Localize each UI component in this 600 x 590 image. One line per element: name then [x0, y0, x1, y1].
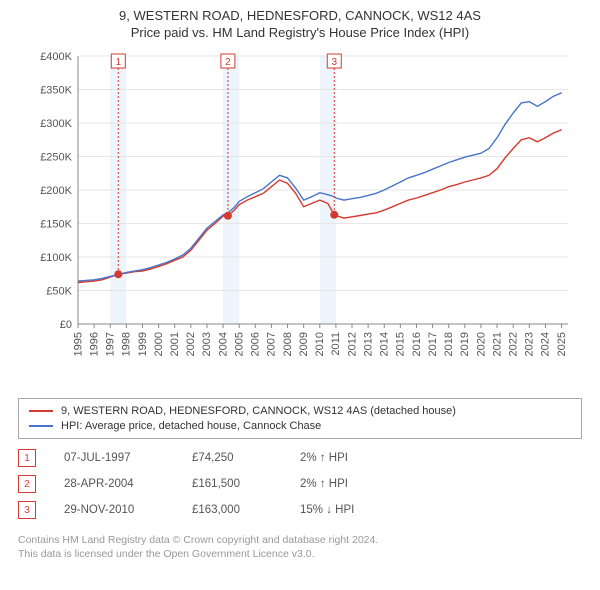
- svg-text:2020: 2020: [475, 332, 487, 356]
- legend-item-property: 9, WESTERN ROAD, HEDNESFORD, CANNOCK, WS…: [29, 405, 571, 417]
- svg-text:2002: 2002: [185, 332, 197, 356]
- legend-label-property: 9, WESTERN ROAD, HEDNESFORD, CANNOCK, WS…: [61, 405, 456, 417]
- svg-text:3: 3: [332, 57, 338, 68]
- sale-delta: 15% ↓ HPI: [300, 504, 400, 516]
- svg-text:2022: 2022: [507, 332, 519, 356]
- sale-date: 29-NOV-2010: [64, 504, 164, 516]
- svg-text:2006: 2006: [250, 332, 262, 356]
- svg-text:2025: 2025: [556, 332, 568, 356]
- sale-date: 07-JUL-1997: [64, 452, 164, 464]
- sale-delta: 2% ↑ HPI: [300, 478, 400, 490]
- sale-marker-icon: 1: [18, 449, 36, 467]
- svg-text:2003: 2003: [201, 332, 213, 356]
- page-title: 9, WESTERN ROAD, HEDNESFORD, CANNOCK, WS…: [0, 8, 600, 23]
- legend-item-hpi: HPI: Average price, detached house, Cann…: [29, 420, 571, 432]
- sale-row: 3 29-NOV-2010 £163,000 15% ↓ HPI: [18, 497, 582, 523]
- svg-text:2001: 2001: [169, 332, 181, 356]
- svg-text:2: 2: [225, 57, 231, 68]
- svg-text:2007: 2007: [266, 332, 278, 356]
- svg-text:£300K: £300K: [40, 118, 72, 130]
- svg-text:2010: 2010: [314, 332, 326, 356]
- svg-text:2018: 2018: [443, 332, 455, 356]
- price-chart: £0 £50K £100K £150K £200K £250K £300K £350K £400…: [22, 46, 578, 386]
- svg-text:2014: 2014: [379, 332, 391, 356]
- page-subtitle: Price paid vs. HM Land Registry's House …: [0, 25, 600, 40]
- svg-text:2011: 2011: [330, 332, 342, 356]
- svg-text:2008: 2008: [282, 332, 294, 356]
- svg-text:1998: 1998: [121, 332, 133, 356]
- sale-date: 28-APR-2004: [64, 478, 164, 490]
- sale-row: 1 07-JUL-1997 £74,250 2% ↑ HPI: [18, 445, 582, 471]
- svg-text:2012: 2012: [346, 332, 358, 356]
- svg-text:£150K: £150K: [40, 219, 72, 231]
- sale-row: 2 28-APR-2004 £161,500 2% ↑ HPI: [18, 471, 582, 497]
- footer-line-2: This data is licensed under the Open Gov…: [18, 547, 582, 561]
- svg-text:2016: 2016: [411, 332, 423, 356]
- svg-text:£100K: £100K: [40, 252, 72, 264]
- svg-text:£350K: £350K: [40, 85, 72, 97]
- svg-text:2009: 2009: [298, 332, 310, 356]
- sale-delta: 2% ↑ HPI: [300, 452, 400, 464]
- svg-text:2021: 2021: [491, 332, 503, 356]
- sale-marker-icon: 2: [18, 475, 36, 493]
- svg-text:1995: 1995: [72, 332, 84, 356]
- sale-price: £74,250: [192, 452, 272, 464]
- svg-text:2015: 2015: [395, 332, 407, 356]
- svg-text:1997: 1997: [105, 332, 117, 356]
- legend-swatch-hpi: [29, 425, 53, 427]
- legend-swatch-property: [29, 410, 53, 412]
- legend: 9, WESTERN ROAD, HEDNESFORD, CANNOCK, WS…: [18, 398, 582, 439]
- svg-text:£200K: £200K: [40, 185, 72, 197]
- svg-text:£250K: £250K: [40, 152, 72, 164]
- svg-text:£0: £0: [60, 319, 72, 331]
- svg-text:2023: 2023: [524, 332, 536, 356]
- svg-text:£400K: £400K: [40, 51, 72, 63]
- footer: Contains HM Land Registry data © Crown c…: [18, 533, 582, 561]
- svg-text:1999: 1999: [137, 332, 149, 356]
- svg-text:2017: 2017: [427, 332, 439, 356]
- svg-text:1: 1: [116, 57, 122, 68]
- svg-text:2004: 2004: [217, 332, 229, 356]
- svg-text:2005: 2005: [233, 332, 245, 356]
- svg-text:£50K: £50K: [46, 286, 72, 298]
- sale-price: £163,000: [192, 504, 272, 516]
- svg-text:2024: 2024: [540, 332, 552, 356]
- svg-text:2013: 2013: [362, 332, 374, 356]
- sales-table: 1 07-JUL-1997 £74,250 2% ↑ HPI 2 28-APR-2004 £…: [18, 445, 582, 523]
- svg-text:2000: 2000: [153, 332, 165, 356]
- svg-text:1996: 1996: [88, 332, 100, 356]
- sale-marker-icon: 3: [18, 501, 36, 519]
- footer-line-1: Contains HM Land Registry data © Crown c…: [18, 533, 582, 547]
- legend-label-hpi: HPI: Average price, detached house, Cann…: [61, 420, 321, 432]
- sale-price: £161,500: [192, 478, 272, 490]
- svg-text:2019: 2019: [459, 332, 471, 356]
